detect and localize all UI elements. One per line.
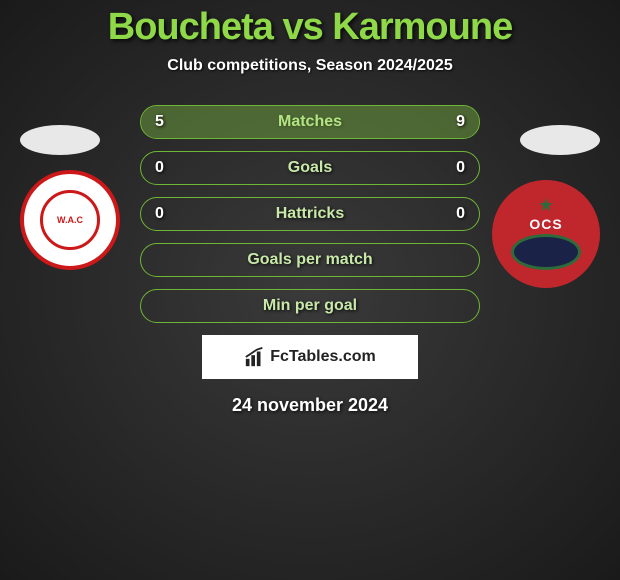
stat-row-min-per-goal: Min per goal bbox=[140, 289, 480, 323]
stat-label: Min per goal bbox=[263, 297, 357, 315]
stat-value-right: 0 bbox=[456, 205, 465, 223]
date-label: 24 november 2024 bbox=[0, 395, 620, 416]
avatar-right bbox=[520, 125, 600, 155]
stat-fill-right bbox=[263, 106, 479, 138]
stat-row-goals: 0 Goals 0 bbox=[140, 151, 480, 185]
team-logo-right-text: OCS bbox=[529, 216, 562, 232]
branding-banner: FcTables.com bbox=[202, 335, 418, 379]
star-icon: ★ bbox=[538, 195, 554, 216]
stat-row-goals-per-match: Goals per match bbox=[140, 243, 480, 277]
page-subtitle: Club competitions, Season 2024/2025 bbox=[0, 57, 620, 75]
team-logo-left-text: W.A.C bbox=[40, 190, 100, 250]
stats-container: 5 Matches 9 0 Goals 0 0 Hattricks 0 Goal… bbox=[140, 105, 480, 323]
branding-text: FcTables.com bbox=[270, 348, 376, 366]
stat-value-left: 5 bbox=[155, 113, 164, 131]
stat-value-left: 0 bbox=[155, 205, 164, 223]
avatar-left bbox=[20, 125, 100, 155]
stat-value-left: 0 bbox=[155, 159, 164, 177]
stat-label: Goals per match bbox=[247, 251, 372, 269]
team-logo-right: ★ OCS bbox=[492, 180, 600, 288]
team-logo-left: W.A.C bbox=[20, 170, 120, 270]
chart-icon bbox=[244, 346, 266, 368]
page-title: Boucheta vs Karmoune bbox=[0, 0, 620, 49]
stat-label: Goals bbox=[288, 159, 332, 177]
stat-row-hattricks: 0 Hattricks 0 bbox=[140, 197, 480, 231]
stat-row-matches: 5 Matches 9 bbox=[140, 105, 480, 139]
stat-value-right: 9 bbox=[456, 113, 465, 131]
team-logo-right-oval bbox=[511, 234, 581, 270]
stat-value-right: 0 bbox=[456, 159, 465, 177]
stat-label: Hattricks bbox=[276, 205, 344, 223]
